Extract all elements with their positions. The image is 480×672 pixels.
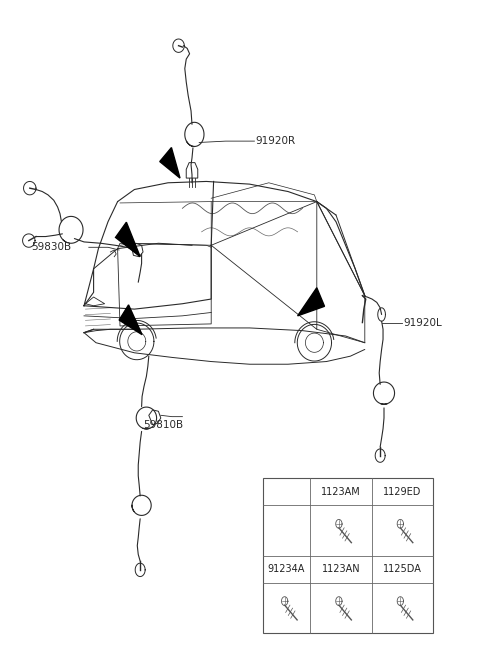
Text: 1123AM: 1123AM — [321, 487, 360, 497]
Text: 1129ED: 1129ED — [383, 487, 421, 497]
Text: 91234A: 91234A — [268, 564, 305, 574]
Polygon shape — [116, 222, 140, 257]
Text: 59810B: 59810B — [143, 420, 183, 429]
Polygon shape — [160, 148, 180, 178]
Polygon shape — [119, 305, 142, 335]
Text: 59830B: 59830B — [31, 243, 72, 252]
Text: 91920R: 91920R — [255, 136, 296, 146]
Text: 1123AN: 1123AN — [322, 564, 360, 574]
Polygon shape — [298, 288, 324, 316]
Bar — [263, 478, 433, 633]
Text: 1125DA: 1125DA — [383, 564, 421, 574]
Text: 91920L: 91920L — [403, 318, 442, 327]
